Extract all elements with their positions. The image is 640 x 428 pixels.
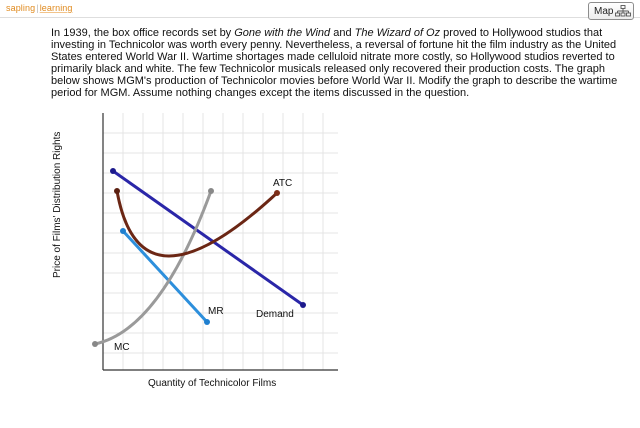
x-axis-label: Quantity of Technicolor Films	[148, 378, 276, 389]
atc-endpoint-right[interactable]	[274, 190, 280, 196]
mr-endpoint-right[interactable]	[204, 319, 210, 325]
question-segment-1: In 1939, the box office records set by	[51, 27, 235, 39]
mr-curve[interactable]	[120, 228, 210, 325]
graph-axes	[102, 113, 338, 371]
atc-label: ATC	[273, 178, 292, 189]
question-segment-3: proved to Hollywood studios that investi…	[51, 27, 618, 99]
y-axis-label: Price of Films' Distribution Rights	[52, 132, 63, 278]
question-segment-2: and	[330, 27, 355, 39]
mc-label: MC	[114, 342, 130, 353]
demand-label: Demand	[256, 309, 294, 320]
graph-grid	[103, 113, 338, 370]
logo-separator: |	[36, 3, 39, 13]
atc-endpoint-left[interactable]	[114, 188, 120, 194]
map-button[interactable]: Map	[588, 2, 634, 20]
mr-endpoint-left[interactable]	[120, 228, 126, 234]
film-title-gone-with-the-wind: Gone with the Wind	[234, 27, 331, 39]
header-divider	[0, 17, 640, 18]
question-text: In 1939, the box office records set by G…	[51, 27, 621, 99]
demand-endpoint-left[interactable]	[110, 168, 116, 174]
demand-curve[interactable]	[110, 168, 306, 308]
mc-endpoint-left[interactable]	[92, 341, 98, 347]
logo-sapling: sapling	[6, 3, 36, 13]
film-title-wizard-of-oz: The Wizard of Oz	[354, 27, 441, 39]
logo-learning: learning	[39, 3, 73, 13]
mr-label: MR	[208, 306, 224, 317]
sapling-learning-logo: sapling|learning	[6, 3, 73, 13]
demand-endpoint-right[interactable]	[300, 302, 306, 308]
mc-curve[interactable]	[92, 188, 214, 347]
top-bar: sapling|learning Map	[0, 0, 640, 20]
sitemap-icon	[615, 5, 632, 17]
map-button-label: Map	[594, 5, 614, 17]
atc-curve[interactable]	[114, 188, 280, 258]
mc-endpoint-right[interactable]	[208, 188, 214, 194]
